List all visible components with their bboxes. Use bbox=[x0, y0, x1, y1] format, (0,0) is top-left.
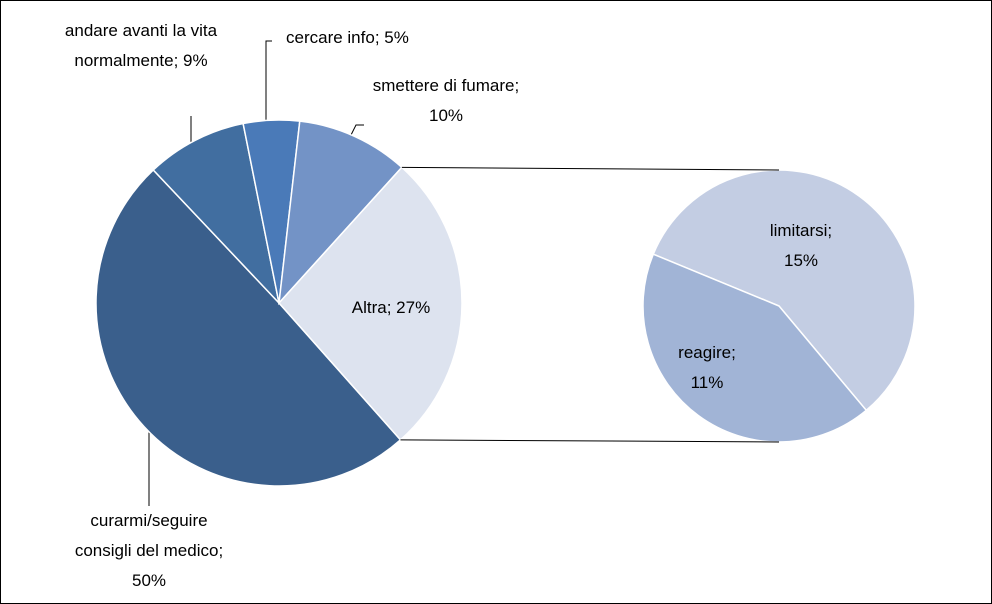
pie-slice bbox=[152, 122, 281, 306]
data-label: limitarsi; 15% bbox=[769, 221, 833, 270]
data-label: curarmi/seguire consigli del medico; 50% bbox=[74, 511, 224, 590]
connector-line bbox=[401, 166, 780, 171]
data-label: Altra; 27% bbox=[351, 298, 431, 317]
data-label: smettere di fumare; 10% bbox=[372, 76, 520, 125]
leader-line bbox=[265, 40, 272, 125]
pie-slice bbox=[277, 120, 403, 306]
pie-slice bbox=[642, 253, 868, 443]
pie-slice bbox=[277, 166, 463, 441]
data-label: cercare info; 5% bbox=[286, 28, 409, 47]
pie-slice bbox=[652, 169, 916, 412]
data-label: reagire; 11% bbox=[678, 343, 736, 392]
connector-line bbox=[400, 439, 780, 443]
data-label: andare avanti la vita normalmente; 9% bbox=[64, 21, 218, 70]
pie-slice bbox=[95, 168, 402, 487]
leader-line bbox=[350, 124, 364, 136]
